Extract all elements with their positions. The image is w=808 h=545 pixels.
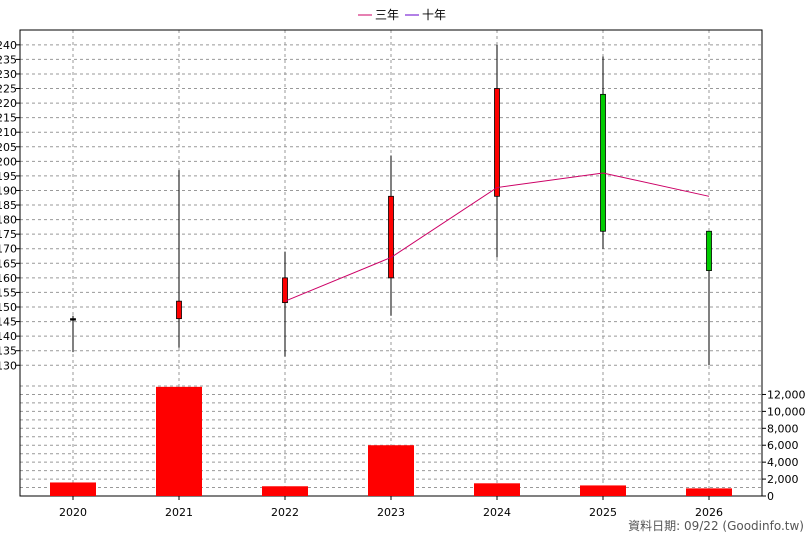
price-tick-label: 185	[0, 199, 17, 212]
category-label: 2025	[589, 506, 617, 519]
volume-bars	[50, 386, 732, 496]
volume-bar	[474, 483, 520, 496]
price-tick-label: 180	[0, 214, 17, 227]
three-year-line	[284, 172, 710, 302]
price-tick-label: 170	[0, 243, 17, 256]
price-tick-label: 175	[0, 228, 17, 241]
volume-tick-label: 0	[767, 490, 774, 503]
volume-tick-label: 10,000	[767, 405, 806, 418]
price-tick-label: 150	[0, 301, 17, 314]
price-tick-label: 165	[0, 257, 17, 270]
category-label: 2022	[271, 506, 299, 519]
legend-label-ten-year: 十年	[422, 8, 446, 22]
volume-bar	[686, 488, 732, 496]
candle-body	[176, 300, 182, 320]
price-tick-label: 135	[0, 345, 17, 358]
price-tick-label: 190	[0, 184, 17, 197]
legend: 三年 十年	[358, 8, 446, 22]
volume-bar	[580, 485, 626, 496]
price-tick-label: 215	[0, 112, 17, 125]
volume-tick-label: 4,000	[767, 456, 799, 469]
candle-body	[282, 277, 288, 304]
price-tick-label: 145	[0, 316, 17, 329]
candle-body	[70, 318, 76, 321]
category-label: 2024	[483, 506, 511, 519]
volume-bar	[156, 386, 202, 496]
volume-tick-label: 2,000	[767, 473, 799, 486]
price-tick-label: 200	[0, 155, 17, 168]
volume-bar	[50, 482, 96, 496]
price-tick-label: 195	[0, 170, 17, 183]
candlesticks	[70, 44, 712, 366]
price-tick-label: 205	[0, 141, 17, 154]
price-tick-label: 210	[0, 126, 17, 139]
volume-tick-label: 6,000	[767, 439, 799, 452]
price-tick-label: 160	[0, 272, 17, 285]
price-tick-label: 235	[0, 53, 17, 66]
volume-bar	[368, 445, 414, 496]
category-label: 2023	[377, 506, 405, 519]
category-label: 2021	[165, 506, 193, 519]
volume-tick-label: 8,000	[767, 422, 799, 435]
price-tick-label: 155	[0, 286, 17, 299]
price-tick-label: 220	[0, 97, 17, 110]
price-tick-label: 130	[0, 359, 17, 372]
price-tick-label: 140	[0, 330, 17, 343]
candle-body	[706, 230, 712, 271]
candle-body	[600, 93, 606, 232]
price-tick-label: 230	[0, 68, 17, 81]
price-tick-label: 240	[0, 39, 17, 52]
category-label: 2020	[59, 506, 87, 519]
category-label: 2026	[695, 506, 723, 519]
gridlines	[20, 30, 762, 496]
volume-tick-label: 12,000	[767, 388, 806, 401]
volume-bar	[262, 486, 308, 496]
candle-body	[494, 88, 500, 197]
price-tick-label: 225	[0, 83, 17, 96]
data-date-footer: 資料日期: 09/22 (Goodinfo.tw)	[628, 519, 804, 533]
legend-label-three-year: 三年	[375, 8, 399, 22]
three-year-line-path	[284, 172, 710, 302]
candle-body	[388, 195, 394, 279]
